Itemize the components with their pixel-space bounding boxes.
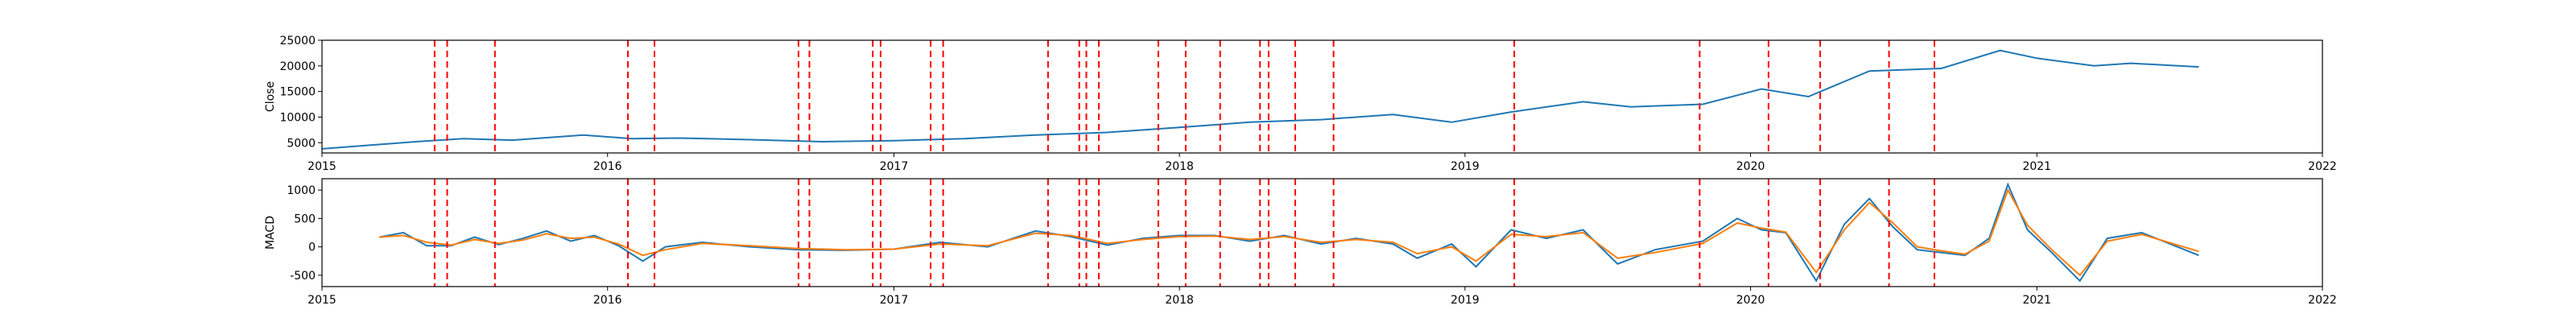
y-tick-label: 20000 — [279, 60, 316, 73]
x-tick-label: 2018 — [1165, 160, 1194, 173]
x-tick-label: 2022 — [2308, 160, 2337, 173]
x-tick-label: 2020 — [1736, 160, 1765, 173]
x-tick-label: 2016 — [593, 294, 622, 307]
y-tick-label: 0 — [308, 242, 316, 254]
x-tick-label: 2016 — [593, 160, 622, 173]
y-tick-label: 5000 — [287, 137, 316, 150]
y-tick-label: 10000 — [279, 111, 316, 124]
plot-area — [378, 179, 2199, 287]
x-tick-label: 2018 — [1165, 294, 1194, 307]
y-axis-label: Close — [264, 81, 277, 112]
y-tick-label: 1000 — [287, 184, 316, 197]
x-tick-label: 2015 — [308, 160, 336, 173]
chart-panel-1: 2015 2016 2017 2018 2019 2020 2021 2022 5000 1000… — [264, 35, 2337, 173]
x-tick-label: 2015 — [308, 294, 336, 307]
series-line-1 — [322, 49, 2199, 150]
y-tick-label: -500 — [290, 270, 316, 283]
x-tick-label: 2021 — [2022, 160, 2051, 173]
y-tick-label: 500 — [294, 213, 316, 225]
series-line-2 — [378, 188, 2199, 277]
axes-frame — [321, 39, 2323, 154]
x-tick-label: 2019 — [1451, 294, 1480, 307]
y-tick-label: 25000 — [279, 35, 316, 47]
axes-frame — [321, 178, 2323, 287]
x-tick-label: 2017 — [880, 294, 909, 307]
plot-area — [322, 40, 2199, 153]
y-axis-label: MACD — [264, 216, 277, 250]
x-tick-label: 2021 — [2022, 294, 2051, 307]
x-tick-label: 2019 — [1451, 160, 1480, 173]
x-tick-label: 2017 — [880, 160, 909, 173]
y-tick-label: 15000 — [279, 86, 316, 99]
x-tick-label: 2022 — [2308, 294, 2337, 307]
x-tick-label: 2020 — [1736, 294, 1765, 307]
chart-panel-2: 2015 2016 2017 2018 2019 2020 2021 2022 -500 0 500… — [264, 178, 2337, 307]
